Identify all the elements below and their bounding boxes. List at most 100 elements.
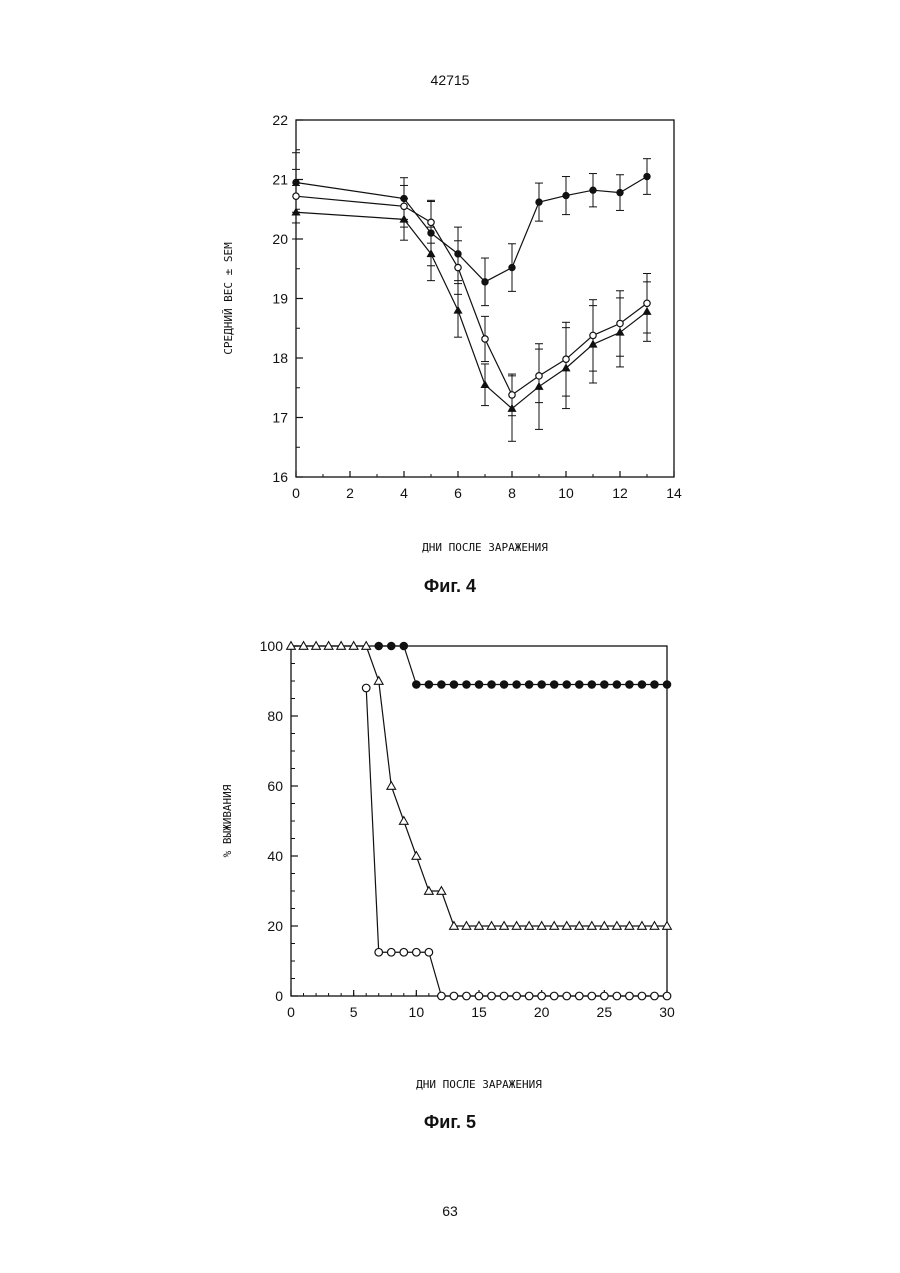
- series-2-point: [513, 992, 521, 1000]
- y-tick-label: 40: [267, 848, 283, 864]
- series-2-point: [438, 992, 446, 1000]
- series-0-point: [387, 642, 395, 650]
- x-tick-label: 0: [287, 1004, 295, 1020]
- series-0-point: [563, 681, 571, 689]
- series-0-point: [525, 681, 533, 689]
- series-0-point: [455, 251, 461, 257]
- series-1-point: [455, 264, 461, 270]
- series-0-point: [651, 681, 659, 689]
- series-2-point: [588, 992, 596, 1000]
- series-1-point: [509, 392, 515, 398]
- series-2-point: [362, 684, 370, 692]
- series-0-point: [463, 681, 471, 689]
- x-axis-label: ДНИ ПОСЛЕ ЗАРАЖЕНИЯ: [416, 1078, 542, 1091]
- series-2-point: [413, 948, 421, 956]
- series-0-point: [588, 681, 596, 689]
- page-number-top: 42715: [0, 72, 900, 88]
- weight-chart: 0246810121416171819202122ДНИ ПОСЛЕ ЗАРАЖ…: [0, 100, 900, 570]
- x-tick-label: 14: [666, 485, 682, 501]
- series-0-point: [513, 681, 521, 689]
- y-axis-label: СРЕДНИЙ ВЕС ± SEM: [222, 242, 235, 355]
- series-2-point: [387, 948, 395, 956]
- series-0-point: [601, 681, 609, 689]
- series-2-point: [475, 992, 483, 1000]
- x-tick-label: 20: [534, 1004, 550, 1020]
- series-0-point: [644, 173, 650, 179]
- series-2-point: [538, 992, 546, 1000]
- series-1-point: [536, 373, 542, 379]
- series-0-point: [575, 681, 583, 689]
- series-0-point: [425, 681, 433, 689]
- series-0-point: [293, 179, 299, 185]
- series-0-line: [379, 646, 667, 685]
- figure-5: 051015202530020406080100ДНИ ПОСЛЕ ЗАРАЖЕ…: [0, 620, 900, 1140]
- y-tick-label: 0: [275, 988, 283, 1004]
- series-0-point: [401, 195, 407, 201]
- figure-5-caption: Фиг. 5: [0, 1112, 900, 1133]
- survival-chart: 051015202530020406080100ДНИ ПОСЛЕ ЗАРАЖЕ…: [0, 620, 900, 1100]
- series-2-point: [626, 992, 634, 1000]
- series-2-point: [463, 992, 471, 1000]
- series-2-point: [563, 992, 571, 1000]
- series-2-point: [375, 948, 383, 956]
- series-0-point: [550, 681, 558, 689]
- x-tick-label: 6: [454, 485, 462, 501]
- x-tick-label: 25: [597, 1004, 613, 1020]
- series-0-point: [450, 681, 458, 689]
- y-tick-label: 18: [272, 350, 288, 366]
- series-0-point: [500, 681, 508, 689]
- series-0-point: [536, 199, 542, 205]
- series-1-point: [428, 219, 434, 225]
- page-number-bottom: 63: [0, 1203, 900, 1219]
- series-0-point: [413, 681, 421, 689]
- x-tick-label: 2: [346, 485, 354, 501]
- series-0-point: [400, 642, 408, 650]
- series-0-point: [563, 192, 569, 198]
- x-axis-label: ДНИ ПОСЛЕ ЗАРАЖЕНИЯ: [422, 541, 548, 554]
- y-axis-label: % ВЫЖИВАНИЯ: [221, 784, 234, 857]
- series-2-point: [454, 307, 461, 313]
- y-tick-label: 21: [272, 172, 288, 188]
- series-2-point: [613, 992, 621, 1000]
- series-1-point: [617, 320, 623, 326]
- series-0-point: [428, 230, 434, 236]
- series-0-point: [590, 187, 596, 193]
- series-0-point: [638, 681, 646, 689]
- series-0-point: [617, 189, 623, 195]
- series-2-point: [575, 992, 583, 1000]
- y-tick-label: 22: [272, 112, 288, 128]
- x-tick-label: 8: [508, 485, 516, 501]
- series-1-point: [399, 817, 408, 825]
- x-tick-label: 10: [558, 485, 574, 501]
- series-2-point: [535, 383, 542, 389]
- y-tick-label: 100: [260, 638, 284, 654]
- series-0-point: [375, 642, 383, 650]
- series-0-point: [538, 681, 546, 689]
- series-2-point: [601, 992, 609, 1000]
- series-0-point: [509, 264, 515, 270]
- series-2-point: [663, 992, 671, 1000]
- y-tick-label: 20: [267, 918, 283, 934]
- y-tick-label: 19: [272, 291, 288, 307]
- series-0-point: [613, 681, 621, 689]
- x-tick-label: 4: [400, 485, 408, 501]
- y-tick-label: 20: [272, 231, 288, 247]
- plot-frame: [291, 646, 667, 996]
- series-2-point: [450, 992, 458, 1000]
- series-2-point: [651, 992, 659, 1000]
- series-0-point: [475, 681, 483, 689]
- series-0-point: [626, 681, 634, 689]
- series-2-line: [296, 212, 647, 408]
- x-tick-label: 0: [292, 485, 300, 501]
- x-tick-label: 10: [409, 1004, 425, 1020]
- series-2-point: [488, 992, 496, 1000]
- y-tick-label: 16: [272, 469, 288, 485]
- series-2-point: [425, 948, 433, 956]
- series-1-point: [482, 336, 488, 342]
- figure-4: 0246810121416171819202122ДНИ ПОСЛЕ ЗАРАЖ…: [0, 100, 900, 610]
- x-tick-label: 5: [350, 1004, 358, 1020]
- series-1-point: [387, 782, 396, 790]
- series-1-point: [412, 852, 421, 860]
- series-1-line: [296, 196, 647, 395]
- series-2-point: [550, 992, 558, 1000]
